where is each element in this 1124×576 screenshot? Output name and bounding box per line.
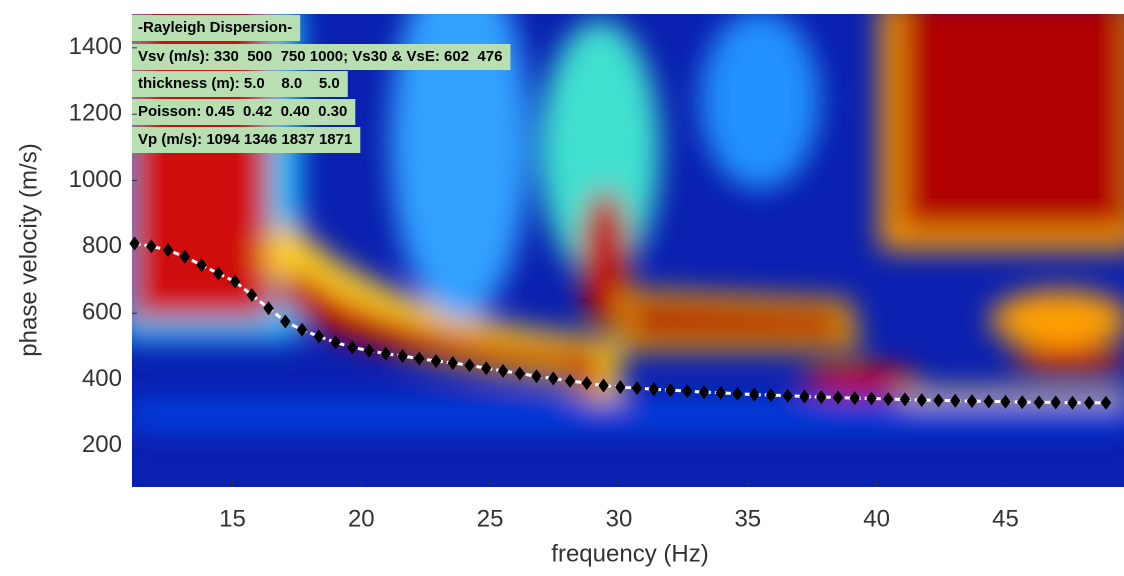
diamond-marker — [598, 378, 609, 393]
x-axis-label: frequency (Hz) — [551, 540, 708, 567]
diamond-marker — [280, 314, 291, 329]
diamond-marker — [899, 392, 911, 407]
y-tick-label: 200 — [82, 431, 122, 458]
diamond-marker — [1000, 394, 1011, 409]
diamond-marker — [732, 386, 743, 401]
diamond-marker — [330, 335, 341, 350]
annotation-text: thickness (m): 5.0 8.0 5.0 — [138, 75, 340, 92]
y-tick-label: 800 — [82, 232, 122, 259]
diamond-marker — [213, 266, 224, 281]
diamond-marker — [430, 353, 442, 368]
y-tick-label: 1000 — [69, 166, 122, 193]
diamond-marker — [882, 392, 894, 407]
diamond-marker — [1033, 395, 1045, 410]
diamond-marker — [682, 384, 693, 399]
diamond-marker — [347, 340, 358, 355]
diamond-marker — [832, 390, 844, 405]
diamond-marker — [397, 348, 408, 363]
diamond-marker — [799, 389, 810, 404]
x-tick-label: 35 — [734, 505, 761, 532]
y-tick-label: 1200 — [69, 100, 122, 127]
diamond-marker — [782, 388, 794, 403]
diamond-marker — [765, 388, 777, 403]
diamond-marker — [179, 249, 191, 264]
annotation-text: Poisson: 0.45 0.42 0.40 0.30 — [138, 103, 347, 120]
diamond-marker — [464, 358, 475, 373]
annotation-text: Vsv (m/s): 330 500 750 1000; Vs30 & VsE:… — [138, 48, 502, 65]
x-tick-label: 15 — [219, 505, 246, 532]
annotation-bg — [132, 15, 301, 41]
diamond-marker — [564, 373, 576, 388]
x-tick-label: 20 — [348, 505, 375, 532]
x-tick-label: 40 — [863, 505, 890, 532]
diamond-marker — [481, 361, 492, 376]
diamond-marker — [983, 394, 994, 409]
diamond-marker — [715, 385, 727, 400]
y-tick-label: 600 — [82, 299, 122, 326]
annotation-text: Vp (m/s): 1094 1346 1837 1871 — [138, 131, 352, 148]
x-tick-label: 25 — [477, 505, 504, 532]
diamond-marker — [749, 387, 760, 402]
diamond-marker — [363, 343, 375, 358]
diamond-marker — [162, 243, 174, 258]
y-tick-label: 400 — [82, 365, 122, 392]
diamond-marker — [313, 329, 325, 344]
diamond-marker — [665, 383, 676, 398]
diamond-marker — [196, 258, 207, 273]
x-tick-label: 45 — [992, 505, 1019, 532]
diamond-marker — [263, 301, 274, 316]
y-axis-label: phase velocity (m/s) — [15, 143, 42, 356]
diamond-marker — [447, 355, 459, 370]
diamond-marker — [966, 394, 978, 409]
diamond-marker — [1050, 395, 1061, 410]
diamond-marker — [631, 381, 643, 396]
diamond-marker — [1083, 395, 1095, 410]
diamond-marker — [615, 380, 626, 395]
diamond-marker — [1016, 395, 1028, 410]
annotation-bg — [132, 44, 511, 70]
diamond-marker — [1100, 395, 1112, 410]
diamond-marker — [648, 382, 660, 397]
diamond-marker — [414, 351, 425, 366]
annotation-text: -Rayleigh Dispersion- — [138, 19, 292, 36]
diamond-marker — [698, 385, 710, 400]
diamond-marker — [949, 393, 961, 408]
diamond-marker — [1067, 395, 1078, 410]
diamond-marker — [916, 393, 927, 408]
diamond-marker — [548, 371, 559, 386]
diamond-marker — [129, 236, 140, 251]
diamond-marker — [866, 391, 877, 406]
y-tick-label: 1400 — [69, 33, 122, 60]
legend-box: -Rayleigh Dispersion- Vsv (m/s): 330 500 … — [132, 15, 511, 153]
diamond-marker — [514, 366, 526, 381]
diamond-marker — [380, 346, 392, 361]
diamond-marker — [815, 390, 827, 405]
diamond-marker — [146, 239, 157, 254]
diamond-marker — [581, 376, 593, 391]
diamond-marker — [933, 393, 944, 408]
diamond-marker — [229, 274, 241, 289]
annotation-bg — [132, 127, 361, 153]
diamond-marker — [246, 287, 258, 302]
diamond-marker — [531, 369, 542, 384]
diamond-marker — [497, 363, 509, 378]
annotation-bg — [132, 71, 348, 97]
x-tick-label: 30 — [606, 505, 633, 532]
diamond-marker — [849, 391, 860, 406]
diamond-marker — [296, 322, 308, 337]
annotation-bg — [132, 99, 356, 125]
